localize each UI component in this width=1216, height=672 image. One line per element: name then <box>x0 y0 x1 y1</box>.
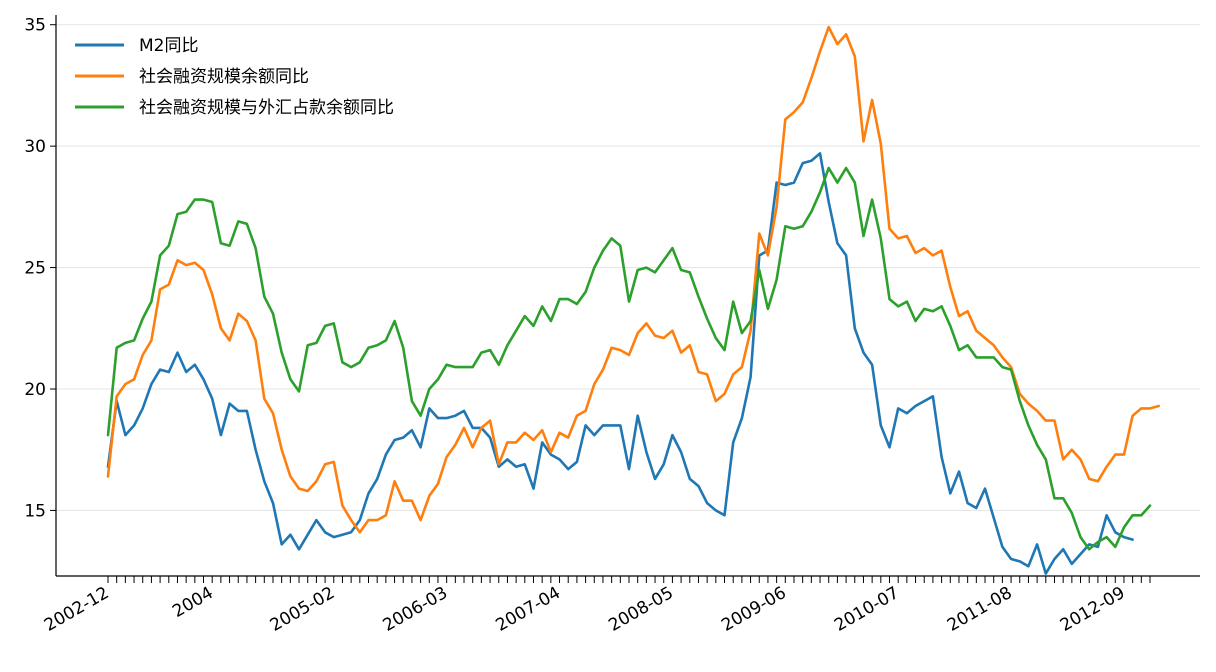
legend-label-1: M2同比 <box>139 36 198 56</box>
x-axis-ticks: 2002-12 2004 2005-02 2006-03 2007-04 2008-05 2… <box>41 576 1151 636</box>
x-tick-label-2009-06: 2009-06 <box>718 583 790 636</box>
y-tick-label-15: 15 <box>24 501 46 521</box>
y-tick-label-30: 30 <box>24 137 46 157</box>
x-tick-label-2012-09: 2012-09 <box>1057 583 1129 636</box>
series-line-3 <box>106 166 1152 551</box>
series-lines <box>106 25 1160 575</box>
x-tick-label-2005-02: 2005-02 <box>267 583 339 636</box>
gridlines <box>56 24 1200 511</box>
x-tick-label-2002-12: 2002-12 <box>41 583 113 636</box>
legend-label-2: 社会融资规模余额同比 <box>139 67 309 87</box>
x-tick-label-2007-04: 2007-04 <box>493 583 565 636</box>
x-tick-label-2006-03: 2006-03 <box>380 583 452 636</box>
series-line-2 <box>106 25 1160 534</box>
x-tick-label-2011-08: 2011-08 <box>944 583 1016 636</box>
y-tick-label-20: 20 <box>24 380 46 400</box>
x-tick-label-2004: 2004 <box>169 583 216 622</box>
y-axis-ticks: 15 20 25 30 35 <box>24 16 56 521</box>
x-tick-label-2010-07: 2010-07 <box>831 583 903 636</box>
legend-label-3: 社会融资规模与外汇占款余额同比 <box>139 98 394 118</box>
series-line-1 <box>106 152 1134 575</box>
y-tick-label-35: 35 <box>24 16 46 36</box>
x-tick-label-2008-05: 2008-05 <box>605 583 677 636</box>
y-tick-label-25: 25 <box>24 259 46 279</box>
